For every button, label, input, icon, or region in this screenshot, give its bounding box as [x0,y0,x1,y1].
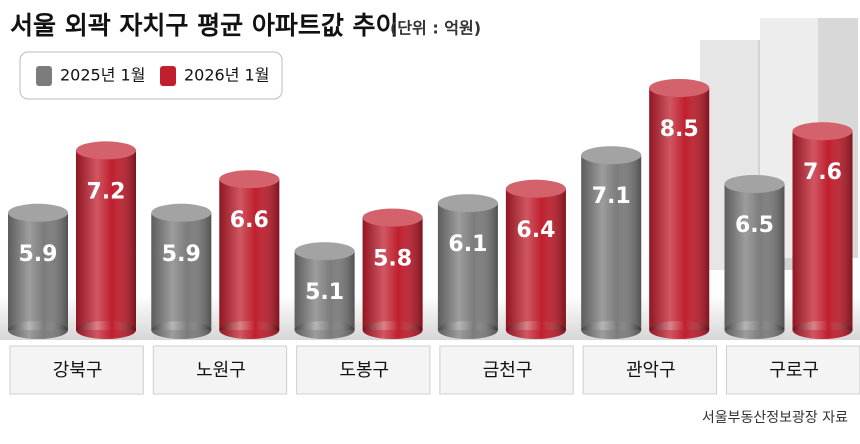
cylinder-top-light [219,170,280,189]
bar-shade [8,212,68,330]
source: 서울부동산정보광장 자료 [702,410,848,426]
legend [19,51,283,100]
bar-shade [294,251,355,330]
cylinder-top [362,208,423,227]
cylinder-bottom-shade [437,321,498,339]
cylinder-top-light [362,208,423,227]
data-label: 6.5 [735,213,774,238]
cylinder-bottom-shade [8,321,68,339]
bar-shade [505,188,566,330]
cylinder-top [724,175,785,193]
cylinder-bottom-shade [219,321,280,339]
data-label: 7.2 [87,179,126,204]
data-label: 7.6 [803,160,842,185]
legend-label: 2025년 1월 [60,66,145,85]
floor [0,295,860,340]
cylinder-top [792,122,853,141]
cylinder-top-light [437,194,498,213]
legend-swatch [160,66,176,86]
cylinder-top-light [649,79,710,97]
category-box [439,345,574,395]
cylinder-bottom-shade [76,321,136,339]
x-tick-label: 강북구 [53,360,103,381]
data-label: 6.4 [516,218,555,243]
cylinder-bottom-shade [649,321,710,339]
cylinder-top [76,141,136,160]
bar-shade [76,150,136,330]
cylinder-top-light [792,122,853,141]
data-label: 5.1 [305,280,344,305]
cylinder-top [8,203,68,222]
cylinder-bottom-shade [294,321,355,339]
bar-shade [792,131,853,330]
data-label: 5.8 [373,247,412,272]
category-box [582,345,718,395]
x-tick-label: 금천구 [483,360,533,381]
legend-swatch [36,66,52,86]
cylinder-bottom-shade [505,321,566,339]
bar-shade [437,203,498,330]
cylinder-top [219,170,280,189]
data-label: 7.1 [592,184,631,209]
cylinder-top [581,146,642,165]
bar-shade [362,217,423,330]
bar-shade [219,179,280,330]
cylinder-bottom-shade [792,321,853,339]
data-label: 6.6 [230,208,269,233]
cylinder-bottom-shade [362,321,423,339]
cylinder-top-light [76,141,136,160]
data-label: 8.5 [660,117,699,142]
data-label: 5.9 [19,242,58,267]
cylinder-bottom-shade [151,321,212,339]
x-tick-label: 구로구 [769,360,819,381]
cylinder-top-light [294,242,355,261]
data-label: 6.1 [448,232,487,257]
cylinder-top-light [505,179,566,198]
x-tick-label: 도봉구 [339,360,389,381]
cylinder-bottom-shade [581,321,642,339]
cylinder-top [437,194,498,213]
cylinder-top [294,242,355,261]
bar-shade [151,212,212,330]
category-box [296,345,431,395]
cylinder-top-light [8,203,68,222]
cylinder-top [151,203,212,222]
data-label: 5.9 [162,242,201,267]
x-tick-label: 관악구 [626,360,676,381]
cylinder-top-light [151,203,212,222]
category-box [9,345,144,395]
bar-shade [581,155,642,330]
bar-shade [724,184,785,330]
x-tick-label: 노원구 [196,360,246,381]
legend-label: 2026년 1월 [184,66,269,85]
cylinder-top-light [581,146,642,165]
chart-subtitle: (단위 : 억원) [390,19,481,38]
category-box [152,345,288,395]
chart-title: 서울 외곽 자치구 평균 아파트값 추이 [10,11,399,40]
category-box [726,345,860,395]
cylinder-bottom-shade [724,321,785,339]
cylinder-top [649,79,710,97]
cylinder-top [505,179,566,198]
cylinder-top-light [724,175,785,193]
bar-shade [649,88,710,330]
